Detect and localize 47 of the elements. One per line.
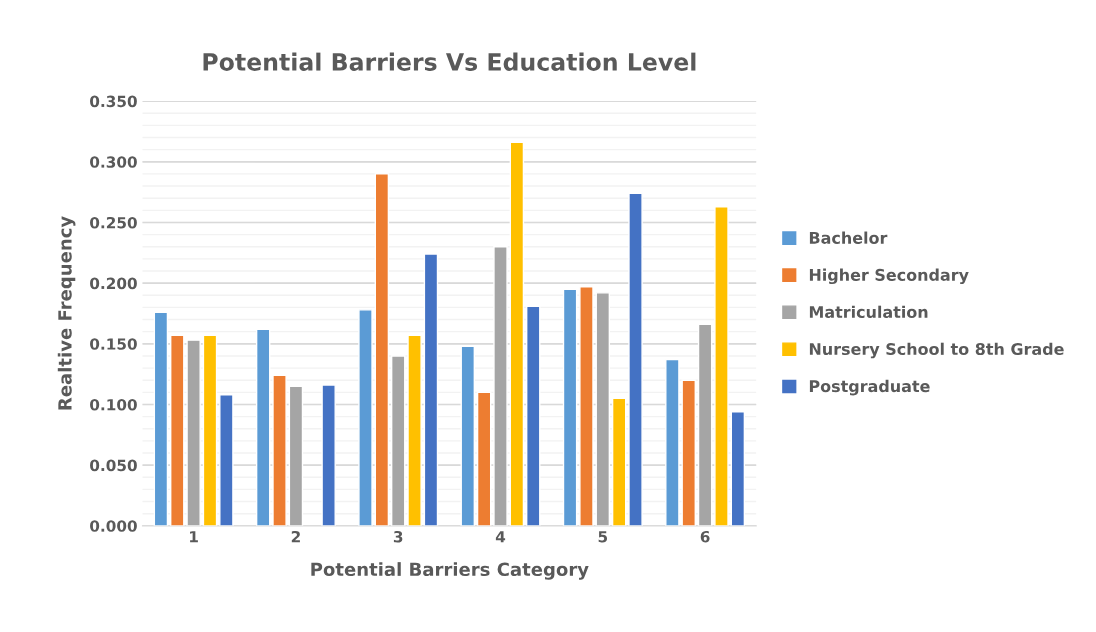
x-tick-label: 4 xyxy=(495,531,506,543)
legend-label: Bachelor xyxy=(809,231,888,244)
bar xyxy=(628,192,643,526)
y-tick-label: 0.300 xyxy=(90,156,137,168)
x-tick-label: 2 xyxy=(291,530,300,543)
bar xyxy=(562,288,578,526)
legend-label: Matriculation xyxy=(809,305,928,319)
bar xyxy=(407,334,422,526)
bar xyxy=(219,394,234,526)
y-tick-label: 0.150 xyxy=(90,338,137,350)
bar xyxy=(509,141,525,526)
bar xyxy=(714,205,729,526)
bar xyxy=(423,253,439,526)
x-tick-label: 5 xyxy=(598,531,608,543)
bar xyxy=(611,397,627,526)
y-tick-label: 0.100 xyxy=(90,398,137,411)
legend-label: Higher Secondary xyxy=(809,268,969,285)
x-axis-title: Potential Barriers Category xyxy=(311,562,589,580)
bar xyxy=(579,286,594,526)
x-tick-label: 1 xyxy=(190,531,198,543)
bar xyxy=(595,292,611,526)
y-tick-label: 0.000 xyxy=(90,520,137,532)
bar xyxy=(374,173,390,526)
x-tick-label: 6 xyxy=(700,530,710,543)
bar xyxy=(255,328,271,526)
bar xyxy=(730,411,746,526)
bar xyxy=(697,323,713,526)
bar xyxy=(525,305,541,526)
bar xyxy=(358,309,373,526)
bar xyxy=(493,246,508,526)
bar xyxy=(476,391,492,526)
bar xyxy=(272,374,287,526)
legend-label: Postgraduate xyxy=(809,379,930,396)
bar xyxy=(321,384,336,526)
y-axis-title: Realtive Frequency xyxy=(57,216,76,410)
y-tick-label: 0.200 xyxy=(90,277,137,290)
y-tick-label: 0.350 xyxy=(90,95,137,108)
bar xyxy=(153,311,169,526)
chart-title: Potential Barriers Vs Education Level xyxy=(203,52,696,71)
bar xyxy=(202,334,218,526)
y-tick-label: 0.250 xyxy=(90,216,137,229)
bar xyxy=(288,385,304,526)
bar xyxy=(390,355,406,526)
bar xyxy=(460,345,476,526)
x-tick-label: 3 xyxy=(393,530,403,543)
legend-label: Nursery School to 8th Grade xyxy=(809,342,1064,359)
y-tick-label: 0.050 xyxy=(90,459,137,472)
